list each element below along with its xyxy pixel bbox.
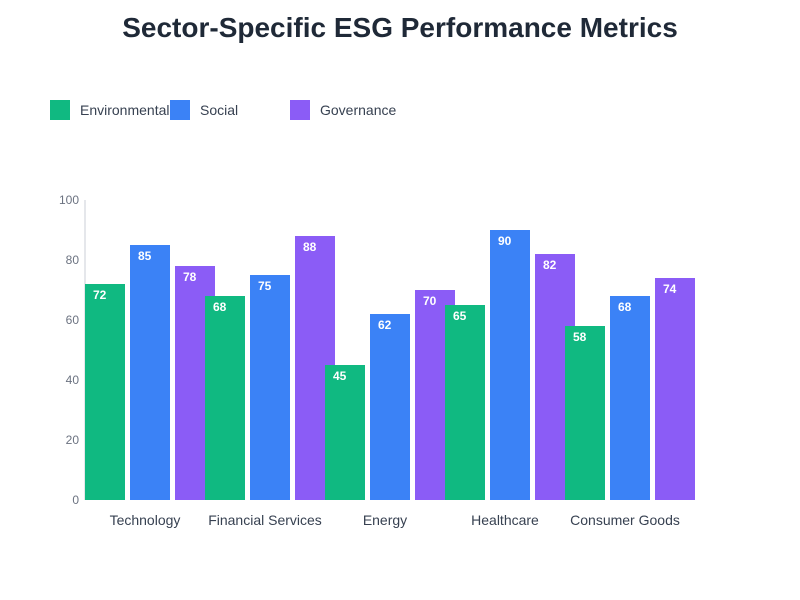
bar-governance[interactable] [655, 278, 695, 500]
bar-environmental[interactable] [205, 296, 245, 500]
legend-label: Social [200, 102, 239, 118]
y-tick-label: 80 [66, 253, 80, 267]
y-tick-label: 60 [66, 313, 80, 327]
bar-value-label: 70 [423, 294, 437, 308]
y-tick-label: 100 [59, 193, 79, 207]
y-tick-label: 0 [72, 493, 79, 507]
bar-social[interactable] [490, 230, 530, 500]
bar-environmental[interactable] [565, 326, 605, 500]
legend-swatch [170, 100, 190, 120]
legend-item-social[interactable]: Social [170, 100, 238, 120]
x-tick-label: Healthcare [471, 512, 539, 528]
bar-value-label: 58 [573, 330, 587, 344]
bar-social[interactable] [370, 314, 410, 500]
bar-value-label: 62 [378, 318, 392, 332]
bar-value-label: 78 [183, 270, 197, 284]
legend-item-governance[interactable]: Governance [290, 100, 396, 120]
bar-environmental[interactable] [85, 284, 125, 500]
bar-value-label: 45 [333, 369, 347, 383]
bar-environmental[interactable] [445, 305, 485, 500]
legend-swatch [50, 100, 70, 120]
x-tick-label: Consumer Goods [570, 512, 680, 528]
bar-value-label: 72 [93, 288, 107, 302]
x-tick-label: Energy [363, 512, 407, 528]
legend-swatch [290, 100, 310, 120]
bar-value-label: 85 [138, 249, 152, 263]
legend-label: Environmental [80, 102, 170, 118]
bar-environmental[interactable] [325, 365, 365, 500]
bar-value-label: 82 [543, 258, 557, 272]
bar-social[interactable] [610, 296, 650, 500]
legend-item-environmental[interactable]: Environmental [50, 100, 170, 120]
bar-value-label: 90 [498, 234, 512, 248]
bar-social[interactable] [250, 275, 290, 500]
y-tick-label: 20 [66, 433, 80, 447]
x-tick-label: Technology [110, 512, 181, 528]
bar-value-label: 75 [258, 279, 272, 293]
bar-value-label: 65 [453, 309, 467, 323]
chart-title: Sector-Specific ESG Performance Metrics [122, 12, 678, 43]
bar-value-label: 68 [213, 300, 227, 314]
y-tick-label: 40 [66, 373, 80, 387]
legend-label: Governance [320, 102, 397, 118]
bar-social[interactable] [130, 245, 170, 500]
bar-value-label: 68 [618, 300, 632, 314]
bar-value-label: 88 [303, 240, 317, 254]
x-tick-label: Financial Services [208, 512, 322, 528]
bar-value-label: 74 [663, 282, 677, 296]
